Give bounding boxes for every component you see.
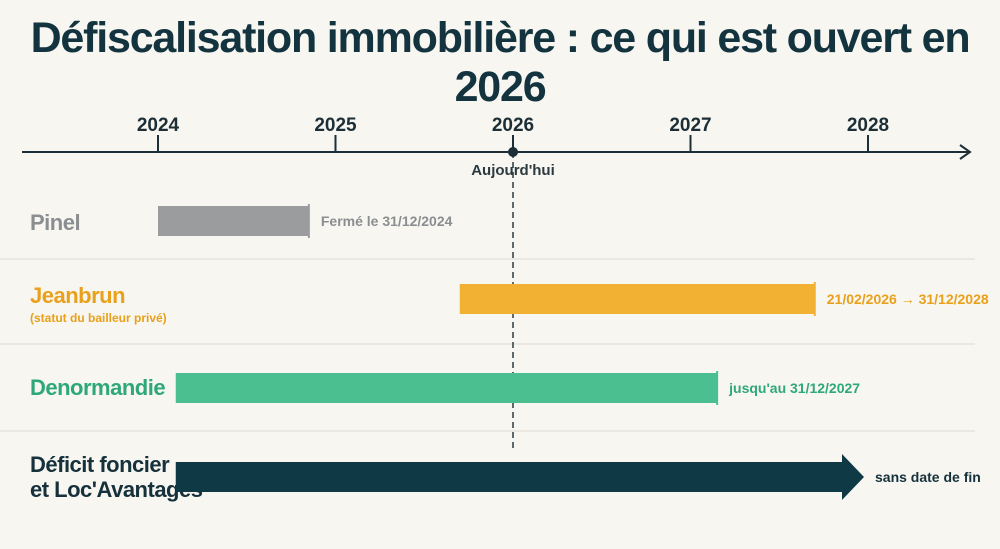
row-label-jeanbrun: Jeanbrun <box>30 283 125 308</box>
axis-tick-label: 2027 <box>669 115 711 136</box>
end-label-pinel: Fermé le 31/12/2024 <box>321 213 453 229</box>
bar-jeanbrun <box>459 284 815 314</box>
end-label-d-ficit-foncier: sans date de fin <box>875 469 981 485</box>
row-label-pinel: Pinel <box>30 210 80 235</box>
row-label-denormandie: Denormandie <box>30 375 165 400</box>
today-label: Aujourd'hui <box>471 162 555 179</box>
chart-title: Défiscalisation immobilière : ce qui est… <box>30 14 971 111</box>
bar-d-ficit-foncier <box>175 454 864 500</box>
bar-pinel <box>158 206 309 236</box>
axis-arrow-icon <box>959 144 972 160</box>
end-label-jeanbrun: 21/02/2026 → 31/12/2028 <box>827 291 989 307</box>
row-sublabel-jeanbrun: (statut du bailleur privé) <box>30 311 167 325</box>
today-dot <box>508 147 518 157</box>
axis-tick-label: 2024 <box>137 115 180 136</box>
axis-tick-label: 2026 <box>492 115 534 136</box>
axis-tick-label: 2025 <box>314 115 357 136</box>
bar-denormandie <box>175 373 718 403</box>
axis-tick-label: 2028 <box>847 115 889 136</box>
end-label-denormandie: jusqu'au 31/12/2027 <box>728 380 860 396</box>
row-label-d-ficit-foncier: Déficit foncier et Loc'Avantages <box>30 452 203 502</box>
